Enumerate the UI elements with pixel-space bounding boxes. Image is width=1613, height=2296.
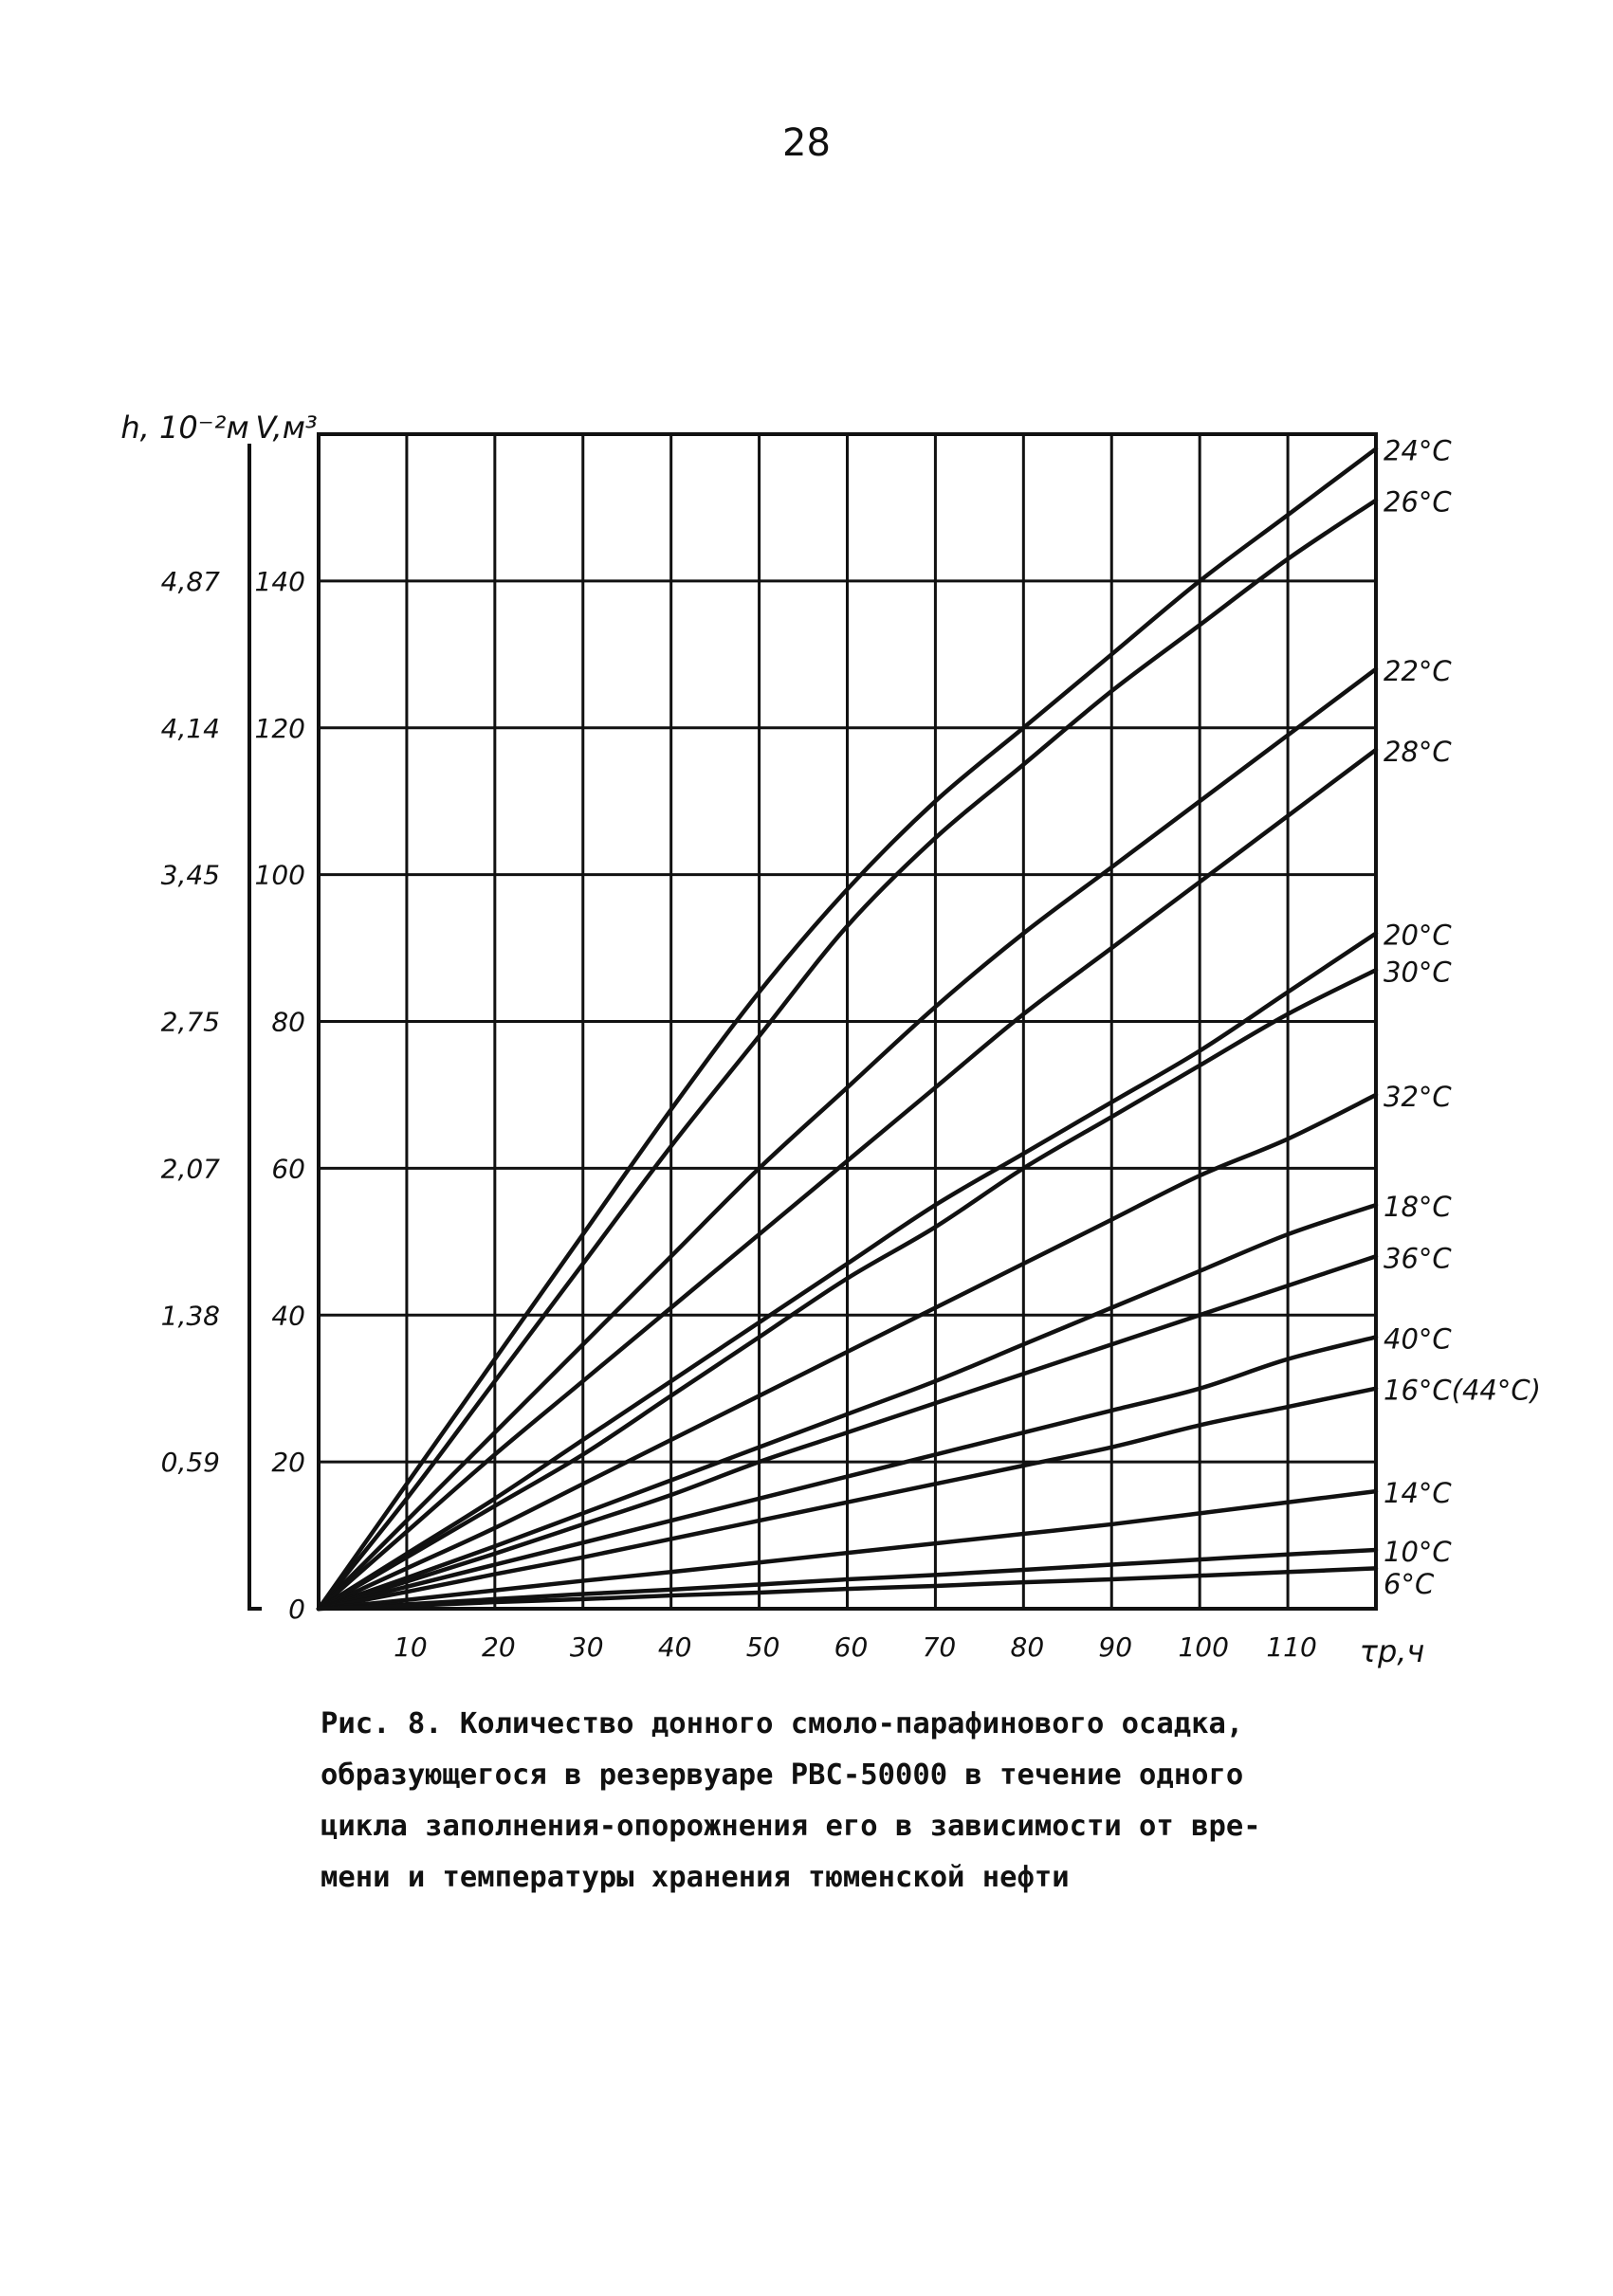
series-line bbox=[316, 446, 1379, 1612]
page-number: 28 bbox=[782, 121, 831, 165]
series-label: 30°С bbox=[1384, 956, 1452, 988]
series-line bbox=[316, 1254, 1379, 1612]
series-line bbox=[316, 1488, 1379, 1612]
x-tick-label: 90 bbox=[1098, 1631, 1132, 1663]
x-tick-label: 30 bbox=[570, 1631, 604, 1663]
chart-grid bbox=[247, 432, 1378, 1611]
caption-line: цикла заполнения-опорожнения его в завис… bbox=[321, 1810, 1261, 1843]
plot-frame bbox=[317, 432, 1378, 1611]
y2-tick-label: 1,38 bbox=[161, 1300, 220, 1331]
series-line bbox=[316, 1566, 1379, 1612]
x-tick-label: 10 bbox=[394, 1631, 428, 1663]
secondary-axis-line bbox=[247, 444, 262, 1611]
series-label: 26°С bbox=[1384, 486, 1452, 519]
series-label: 16°С(44°С) bbox=[1384, 1375, 1541, 1407]
series-label: 20°С bbox=[1384, 920, 1452, 952]
y2-axis-label: h, 10⁻²м bbox=[120, 410, 248, 446]
y-axis-label: V,м³ bbox=[255, 410, 317, 446]
y2-tick-label: 2,07 bbox=[161, 1153, 221, 1184]
figure-caption: Рис. 8. Количество донного смоло-парафин… bbox=[321, 1699, 1402, 1904]
caption-line: мени и температуры хранения тюменской не… bbox=[321, 1861, 1070, 1894]
y2-tick-label: 0,59 bbox=[161, 1447, 220, 1478]
series-line bbox=[316, 666, 1379, 1612]
caption-line: образующегося в резервуаре РВС-50000 в т… bbox=[321, 1758, 1244, 1792]
y-tick-label: 140 bbox=[255, 566, 305, 597]
y2-tick-label: 2,75 bbox=[161, 1007, 220, 1038]
series-label: 10°С bbox=[1384, 1536, 1452, 1568]
series-line bbox=[316, 1386, 1379, 1612]
sediment-chart: 10 20 30 40 50 60 70 80 90 100 110 0 20 40 60 80 100 120 1… bbox=[120, 410, 1541, 1669]
y-tick-label: 120 bbox=[255, 713, 305, 744]
series-label: 40°С bbox=[1384, 1322, 1452, 1355]
y-tick-label: 20 bbox=[271, 1447, 305, 1478]
y2-tick-label: 4,14 bbox=[161, 713, 220, 744]
series-line bbox=[316, 968, 1379, 1612]
series-line bbox=[316, 1335, 1379, 1612]
x-tick-label: 40 bbox=[658, 1631, 692, 1663]
series-label: 24°С bbox=[1384, 434, 1452, 466]
series-label: 22°С bbox=[1384, 655, 1452, 687]
x-tick-label: 20 bbox=[482, 1631, 516, 1663]
x-tick-label: 60 bbox=[834, 1631, 869, 1663]
series-label: 18°С bbox=[1384, 1191, 1452, 1223]
series-line bbox=[316, 747, 1379, 1612]
series-label: 6°С bbox=[1384, 1568, 1435, 1600]
series-line bbox=[316, 1092, 1379, 1612]
series-label: 28°С bbox=[1384, 736, 1452, 768]
y-tick-label: 60 bbox=[271, 1153, 305, 1184]
caption-line: Рис. 8. Количество донного смоло-парафин… bbox=[321, 1707, 1244, 1740]
chart-labels: 10 20 30 40 50 60 70 80 90 100 110 0 20 40 60 80 100 120 1… bbox=[120, 410, 1541, 1669]
chart-curves bbox=[316, 446, 1379, 1612]
series-line bbox=[316, 498, 1379, 1612]
series-label: 32°С bbox=[1384, 1081, 1452, 1113]
y2-tick-label: 3,45 bbox=[161, 860, 220, 891]
y-tick-label: 0 bbox=[288, 1594, 305, 1625]
y2-tick-label: 4,87 bbox=[161, 566, 221, 597]
series-line bbox=[316, 1202, 1379, 1612]
series-label: 14°С bbox=[1384, 1477, 1452, 1509]
y-tick-label: 80 bbox=[271, 1007, 305, 1038]
x-tick-label: 50 bbox=[746, 1631, 780, 1663]
y-tick-label: 40 bbox=[271, 1300, 305, 1331]
series-label: 36°С bbox=[1384, 1242, 1452, 1274]
x-tick-label: 80 bbox=[1011, 1631, 1045, 1663]
x-tick-label: 70 bbox=[923, 1631, 957, 1663]
y-tick-label: 100 bbox=[255, 860, 305, 891]
series-line bbox=[316, 1547, 1379, 1612]
x-tick-label: 100 bbox=[1178, 1631, 1228, 1663]
x-tick-label: 110 bbox=[1266, 1631, 1316, 1663]
x-axis-label: τр,ч bbox=[1360, 1633, 1425, 1669]
series-line bbox=[316, 931, 1379, 1612]
